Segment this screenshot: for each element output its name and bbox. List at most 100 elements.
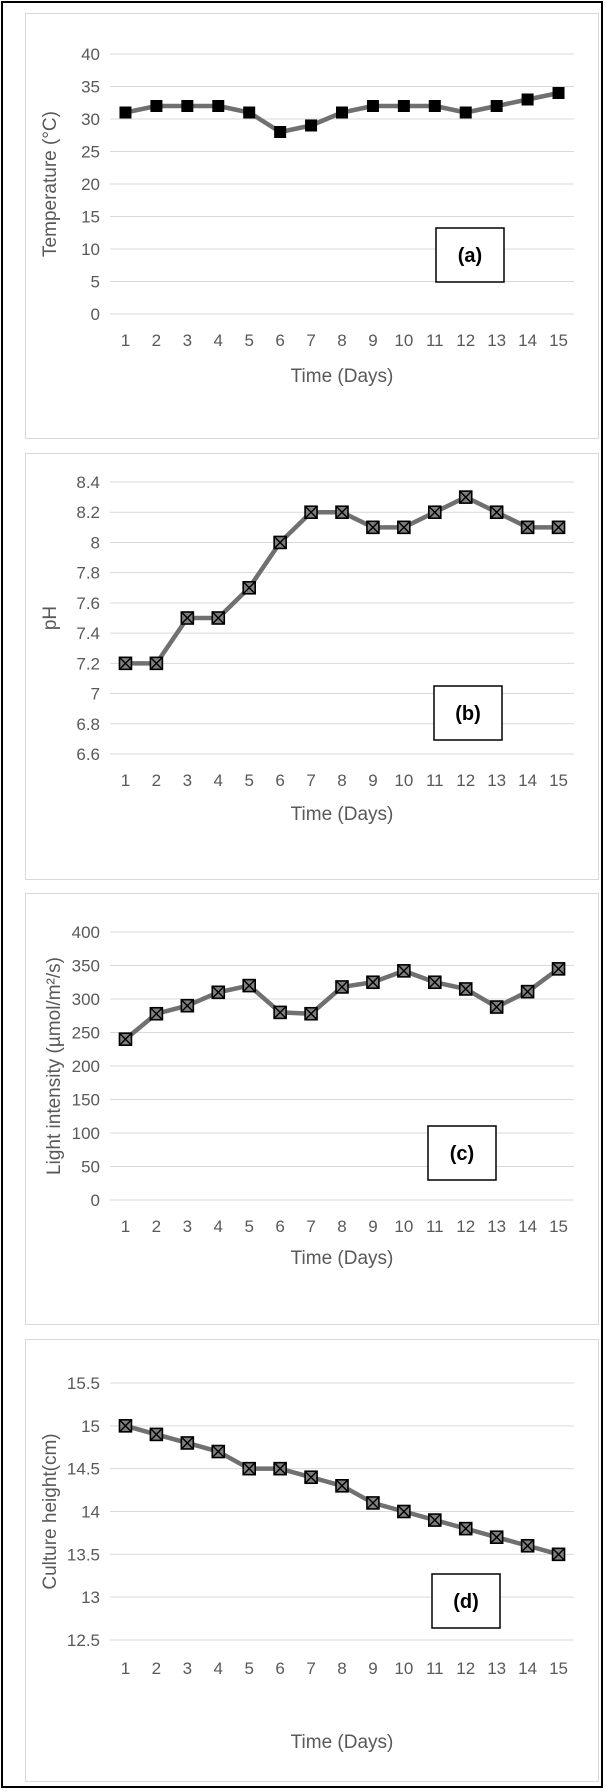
data-point [304,505,318,520]
data-point [427,975,442,990]
data-point [397,100,410,112]
x-tick-label: 8 [337,771,346,790]
x-tick-label: 10 [394,331,413,350]
data-point [242,1461,256,1476]
y-tick-label: 50 [81,1158,100,1177]
y-tick-label: 8.4 [76,473,100,492]
x-tick-label: 10 [394,1659,413,1678]
panel-label: (c) [450,1143,474,1165]
data-point [458,982,473,996]
data-point [366,1496,380,1510]
data-point [211,1444,226,1459]
data-point [273,1005,287,1020]
x-tick-label: 4 [214,1659,223,1678]
y-tick-label: 35 [81,78,100,97]
chart-panel-b: 6.6 6.8 7 7.2 7.4 7.6 7.8 8 8.2 8.4 1 2 3 4 5 6 7 8 9 10 11 1… [25,453,599,880]
x-tick-label: 5 [244,1217,253,1236]
x-tick-label: 8 [337,1217,346,1236]
data-point [274,126,287,138]
y-tick-label: 15 [81,208,100,227]
x-tick-label: 4 [214,331,223,350]
x-tick-label: 10 [394,771,413,790]
x-tick-label: 7 [306,1217,315,1236]
data-point [243,106,256,119]
y-tick-label: 15.5 [67,1374,100,1393]
y-tick-label: 7.8 [76,564,100,583]
y-axis-title: pH [40,606,61,630]
x-tick-label: 5 [244,771,253,790]
x-tick-label: 13 [487,771,506,790]
data-point [490,100,503,112]
x-tick-label: 15 [549,331,568,350]
y-tick-label: 150 [72,1091,100,1110]
x-axis-title: Time (Days) [291,1248,394,1269]
data-point [489,1530,504,1544]
y-tick-label: 7.4 [76,624,100,643]
data-point [180,998,195,1013]
x-tick-label: 9 [368,1217,377,1236]
y-tick-label: 20 [81,175,100,194]
y-tick-label: 400 [72,923,100,942]
y-tick-label: 0 [91,1191,100,1210]
data-point [366,975,380,990]
y-tick-label: 100 [72,1124,100,1143]
x-tick-label: 15 [549,771,568,790]
data-point [397,1504,411,1519]
data-point [211,985,226,1000]
data-point [305,119,318,132]
panel-label-box [433,685,503,741]
panel-label-box [427,1125,497,1181]
x-tick-label: 6 [275,1659,284,1678]
x-tick-label: 5 [244,1659,253,1678]
data-point [366,100,379,112]
x-tick-label: 15 [549,1659,568,1678]
y-tick-label: 7 [91,685,100,704]
x-tick-label: 4 [214,1217,223,1236]
y-tick-label: 250 [72,1024,100,1043]
data-point [335,1479,349,1493]
data-point [551,520,566,535]
x-tick-label: 14 [518,1217,537,1236]
y-tick-label: 0 [91,305,100,324]
y-axis-title: Light intensity (µmol/m²/s) [44,957,65,1175]
x-tick-label: 3 [183,331,192,350]
y-tick-label: 7.6 [76,594,100,613]
data-point [273,535,287,550]
x-tick-label: 6 [275,1217,284,1236]
y-tick-label: 200 [72,1057,100,1076]
x-tick-label: 14 [518,331,537,350]
data-point [520,984,535,999]
x-tick-label: 3 [183,1217,192,1236]
y-tick-label: 8.2 [76,503,100,522]
y-tick-label: 6.8 [76,715,100,734]
x-tick-label: 14 [518,771,537,790]
data-point [520,1538,535,1553]
data-point [118,1032,133,1046]
y-tick-label: 14.5 [67,1460,100,1479]
x-tick-label: 1 [121,1217,130,1236]
x-tick-label: 12 [456,331,475,350]
data-point [458,1521,473,1536]
data-point [397,964,411,978]
x-tick-label: 13 [487,1217,506,1236]
x-tick-label: 9 [368,1659,377,1678]
x-tick-label: 12 [456,1659,475,1678]
chart-panel-a: 0 5 10 15 20 25 30 35 40 1 2 3 4 5 6 7 8 9 10 11 12 13 14 15 Tim… [25,13,599,439]
data-point [335,980,349,994]
data-point [366,520,380,535]
data-point [118,656,133,671]
y-tick-label: 12.5 [67,1631,100,1650]
x-tick-label: 11 [426,1659,444,1678]
chart-panel-d: 12.5 13 13.5 14 14.5 15 15.5 1 2 3 4 5 6 7 8 9 10 11 12 13 1… [25,1339,599,1782]
data-point [149,1006,164,1021]
x-tick-label: 12 [456,771,475,790]
x-tick-label: 9 [368,331,377,350]
y-tick-label: 7.2 [76,654,100,673]
x-tick-label: 4 [214,771,223,790]
data-point [211,611,226,625]
data-point [180,611,195,625]
x-tick-label: 2 [152,1659,161,1678]
chart-panel-c: 0 50 100 150 200 250 300 350 400 1 2 3 4 5 6 7 8 9 10 11 12 1… [25,893,599,1325]
